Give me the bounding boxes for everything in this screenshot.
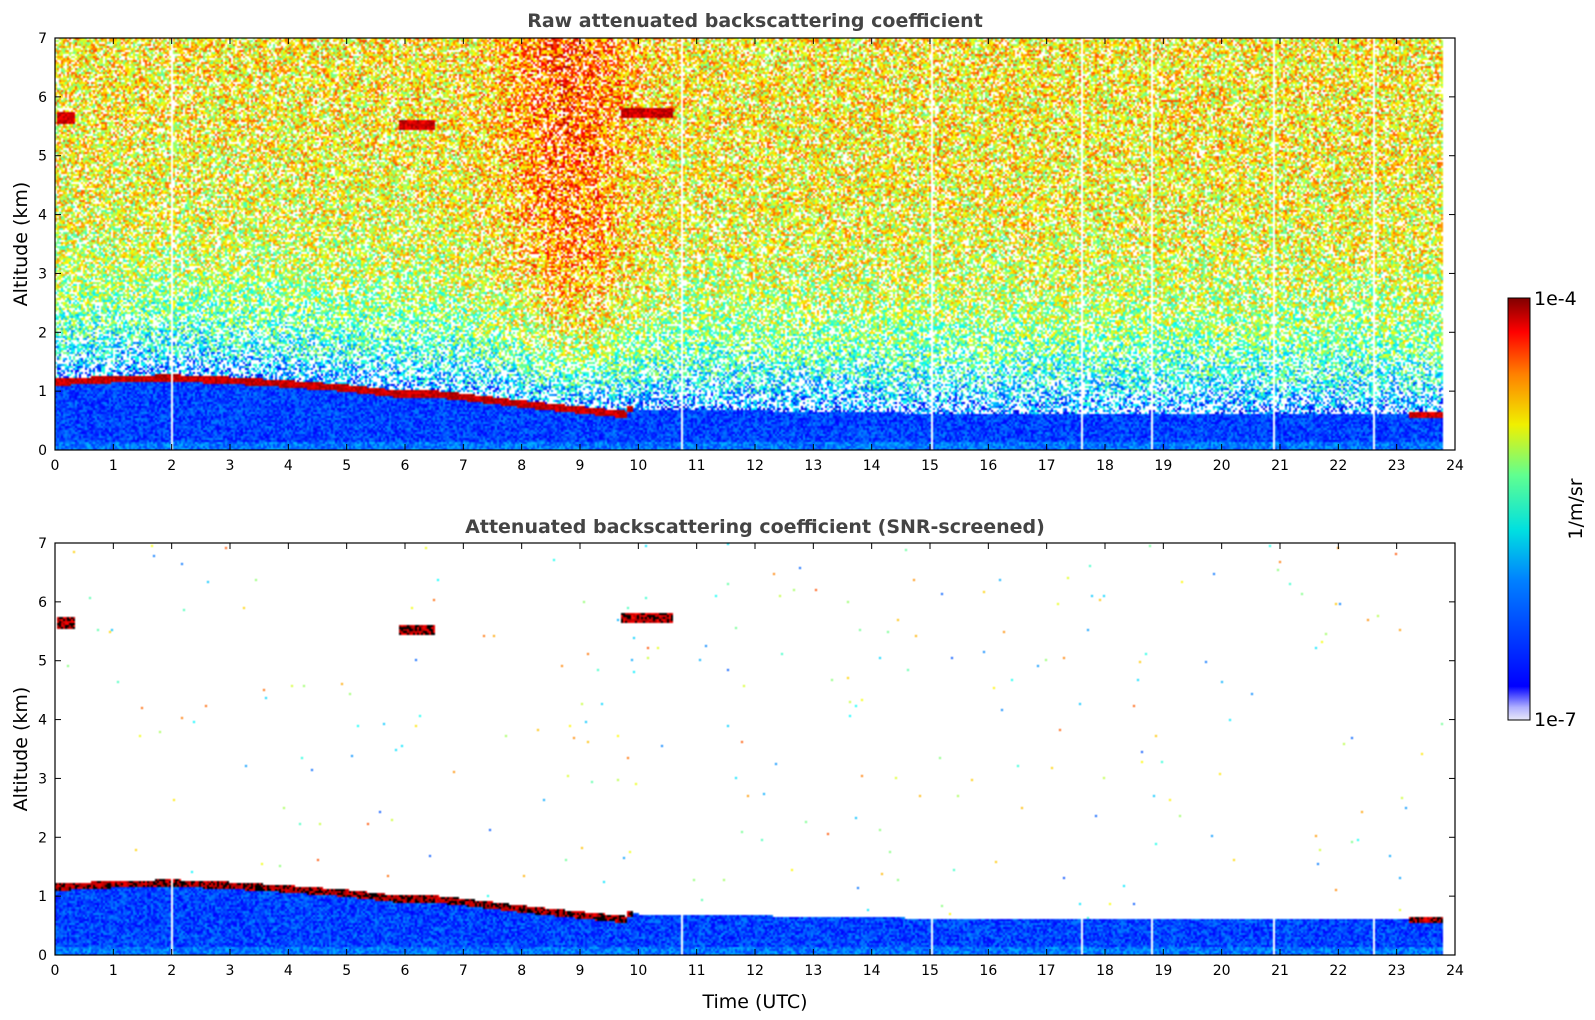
- y-axis-label: Altitude (km): [10, 182, 32, 307]
- heatmap-image: [55, 38, 1455, 450]
- x-tick-label: 15: [921, 963, 939, 979]
- y-tick-label: 6: [38, 595, 47, 611]
- x-tick-label: 18: [1096, 963, 1114, 979]
- x-tick-label: 22: [1329, 963, 1347, 979]
- y-axis-label: Altitude (km): [10, 687, 32, 812]
- y-tick-label: 3: [38, 266, 47, 282]
- x-tick-label: 21: [1271, 963, 1289, 979]
- x-tick-label: 9: [576, 963, 585, 979]
- x-tick-label: 4: [284, 458, 293, 474]
- colorbar: 1e-4 1e-7 1/m/sr: [1507, 288, 1587, 731]
- x-tick-label: 5: [342, 963, 351, 979]
- x-tick-label: 7: [459, 458, 468, 474]
- x-tick-label: 9: [576, 458, 585, 474]
- y-tick-label: 0: [38, 948, 47, 964]
- x-tick-label: 14: [863, 458, 881, 474]
- y-tick-label: 1: [38, 384, 47, 400]
- x-tick-label: 11: [688, 963, 706, 979]
- y-tick-label: 6: [38, 90, 47, 106]
- x-tick-label: 1: [109, 458, 118, 474]
- y-tick-label: 5: [38, 654, 47, 670]
- colorbar-gradient: [1507, 297, 1531, 721]
- x-tick-label: 18: [1096, 458, 1114, 474]
- y-tick-label: 1: [38, 889, 47, 905]
- x-tick-label: 16: [979, 963, 997, 979]
- snr-screened-backscatter-panel: Attenuated backscattering coefficient (S…: [10, 516, 1464, 1013]
- x-tick-label: 0: [51, 458, 60, 474]
- heatmap-image: [55, 543, 1455, 955]
- x-tick-label: 13: [804, 458, 822, 474]
- y-tick-label: 3: [38, 771, 47, 787]
- y-tick-label: 0: [38, 443, 47, 459]
- x-tick-label: 1: [109, 963, 118, 979]
- y-tick-label: 2: [38, 325, 47, 341]
- x-tick-label: 16: [979, 458, 997, 474]
- x-tick-label: 19: [1154, 458, 1172, 474]
- y-tick-label: 4: [38, 713, 47, 729]
- x-tick-label: 19: [1154, 963, 1172, 979]
- x-tick-label: 3: [226, 458, 235, 474]
- x-tick-label: 4: [284, 963, 293, 979]
- colorbar-unit-label: 1/m/sr: [1565, 478, 1587, 539]
- x-tick-label: 23: [1388, 458, 1406, 474]
- y-tick-label: 4: [38, 208, 47, 224]
- x-tick-label: 8: [517, 458, 526, 474]
- x-tick-label: 10: [629, 963, 647, 979]
- x-tick-label: 2: [167, 458, 176, 474]
- chart-title: Attenuated backscattering coefficient (S…: [465, 516, 1045, 538]
- x-tick-label: 13: [804, 963, 822, 979]
- x-tick-label: 0: [51, 963, 60, 979]
- x-tick-label: 21: [1271, 458, 1289, 474]
- y-tick-label: 7: [38, 31, 47, 47]
- x-axis: 0 1 2 3 4 5 6 7 8 9 10 11 12 13 14 15 16 17 18 19 20 21 22 23 24: [51, 38, 1464, 474]
- y-axis: 0 1 2 3 4 5 6 7: [38, 31, 1455, 459]
- x-tick-label: 24: [1446, 963, 1464, 979]
- x-tick-label: 15: [921, 458, 939, 474]
- x-tick-label: 23: [1388, 963, 1406, 979]
- x-tick-label: 3: [226, 963, 235, 979]
- colorbar-min-label: 1e-7: [1534, 709, 1577, 731]
- x-tick-label: 12: [746, 963, 764, 979]
- x-tick-label: 6: [401, 963, 410, 979]
- x-tick-label: 8: [517, 963, 526, 979]
- y-tick-label: 5: [38, 149, 47, 165]
- x-tick-label: 2: [167, 963, 176, 979]
- x-tick-label: 10: [629, 458, 647, 474]
- x-tick-label: 17: [1038, 458, 1056, 474]
- x-tick-label: 17: [1038, 963, 1056, 979]
- x-tick-label: 11: [688, 458, 706, 474]
- x-tick-label: 7: [459, 963, 468, 979]
- x-tick-label: 20: [1213, 458, 1231, 474]
- x-tick-label: 6: [401, 458, 410, 474]
- x-tick-label: 22: [1329, 458, 1347, 474]
- x-tick-label: 20: [1213, 963, 1231, 979]
- colorbar-max-label: 1e-4: [1534, 288, 1577, 310]
- y-tick-label: 2: [38, 830, 47, 846]
- x-tick-label: 24: [1446, 458, 1464, 474]
- y-axis: 0 1 2 3 4 5 6 7: [38, 536, 1455, 964]
- x-tick-label: 12: [746, 458, 764, 474]
- x-tick-label: 5: [342, 458, 351, 474]
- x-tick-label: 14: [863, 963, 881, 979]
- raw-backscatter-panel: Raw attenuated backscattering coefficien…: [10, 10, 1464, 474]
- x-axis: 0 1 2 3 4 5 6 7 8 9 10 11 12 13 14 15 16 17 18 19 20 21 22 23 24: [51, 543, 1464, 979]
- chart-title: Raw attenuated backscattering coefficien…: [527, 10, 983, 32]
- y-tick-label: 7: [38, 536, 47, 552]
- x-axis-label: Time (UTC): [701, 991, 807, 1013]
